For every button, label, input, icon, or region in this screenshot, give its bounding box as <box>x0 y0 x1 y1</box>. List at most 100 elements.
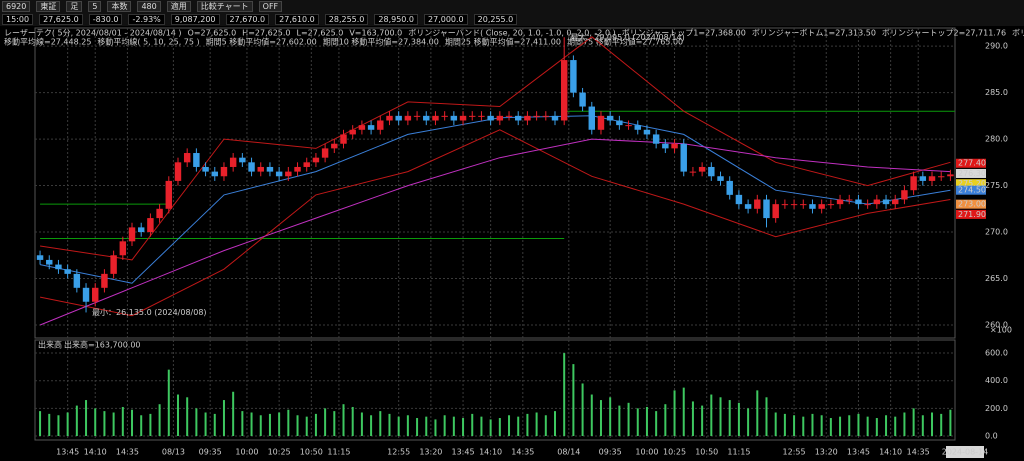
volume-bar <box>885 415 888 436</box>
volume-bar <box>268 413 271 436</box>
candle-body <box>947 174 954 177</box>
candle-body <box>652 134 660 144</box>
volume-bar <box>204 412 207 436</box>
volume-bar <box>691 401 694 436</box>
candle-body <box>625 125 632 127</box>
price-tag <box>956 168 986 178</box>
volume-tick-label: 400.0 <box>985 376 1008 385</box>
candle-body <box>110 255 117 274</box>
x-tick-label: 11:15 <box>727 448 750 457</box>
volume-bar <box>241 411 244 436</box>
volume-bar <box>802 416 805 436</box>
toolbar-item[interactable]: 比較チャート <box>196 1 253 12</box>
x-tick-label: 10:50 <box>300 448 323 457</box>
candle-body <box>937 176 945 178</box>
candle-body <box>386 115 393 121</box>
candle-body <box>156 208 163 219</box>
date-tag-box <box>946 446 984 458</box>
candle-body <box>901 190 908 200</box>
quote-row: 15:00 27,625.0 -830.0 -2.93% 9,087,200 27,670… <box>0 13 1024 26</box>
x-tick-label: 14:35 <box>511 448 534 457</box>
volume-bar <box>940 413 943 436</box>
candle-body <box>606 115 614 121</box>
volume-bar <box>903 412 906 436</box>
price-tag-label: 276.30 <box>958 169 986 178</box>
header-text: レーザーテク( 5分, 2024/08/01 - 2024/08/14 ) <box>4 29 182 38</box>
volume-bar <box>471 413 474 436</box>
candle-body <box>459 115 467 121</box>
candle-body <box>395 115 402 121</box>
volume-bar <box>250 412 253 436</box>
x-tick-label: 10:25 <box>663 448 686 457</box>
y-unit: ×100 <box>990 326 1012 335</box>
toolbar-item[interactable]: 足 <box>66 1 83 12</box>
volume-bar <box>351 406 354 436</box>
x-tick-label: 13:45 <box>452 448 475 457</box>
y-tick-label: 265.0 <box>985 274 1008 283</box>
header-text: 期間10 移動平均値=27,384.00 <box>323 37 439 47</box>
volume-bar <box>636 408 639 436</box>
toolbar-item[interactable]: 6920 <box>2 1 31 12</box>
x-tick-label: 14:10 <box>479 448 502 457</box>
candle-body <box>671 143 678 149</box>
volume-bar <box>544 415 547 436</box>
volume-bar <box>572 364 575 436</box>
candle-body <box>717 176 724 181</box>
candle-body <box>183 153 191 163</box>
toolbar-item[interactable]: 適用 <box>166 1 191 12</box>
annotation: 最小：26,135.0 (2024/08/08) <box>92 308 207 317</box>
candle-body <box>818 204 825 209</box>
volume-bar <box>195 408 198 436</box>
volume-bar <box>489 419 492 436</box>
toolbar-item[interactable]: 5 <box>88 1 102 12</box>
volume-bar <box>324 408 327 436</box>
x-tick-label: 13:20 <box>815 448 838 457</box>
quote-value: 27,625.0 <box>39 14 83 25</box>
volume-bar <box>287 409 290 436</box>
volume-bar <box>554 411 556 436</box>
volume-bar <box>673 390 676 436</box>
candle-body <box>616 120 623 126</box>
volume-bar <box>57 415 60 436</box>
volume-bar <box>39 411 42 436</box>
candle-body <box>763 199 770 219</box>
candle-body <box>312 157 320 163</box>
quote-value: -2.93% <box>128 14 165 25</box>
candle-body <box>496 115 504 121</box>
volume-bar <box>848 415 851 436</box>
toolbar-item[interactable]: 480 <box>137 1 161 12</box>
header-text: ボリンジャートップ2=27,711.76 <box>882 29 1006 38</box>
volume-bar <box>645 406 648 436</box>
volume-bar <box>48 413 51 436</box>
volume-bar <box>765 397 768 436</box>
toolbar-item[interactable]: 本数 <box>107 1 132 12</box>
header-text: H=27,625.0 <box>242 29 290 38</box>
x-tick-label: 09:35 <box>599 448 622 457</box>
volume-bar <box>443 415 446 436</box>
volume-bar <box>737 402 740 436</box>
volume-bar <box>719 397 722 436</box>
candle-body <box>708 166 715 177</box>
toolbar-item[interactable]: OFF <box>258 1 283 12</box>
volume-pane <box>34 339 956 441</box>
volume-bar <box>820 415 823 436</box>
volume-bar <box>526 413 529 436</box>
volume-bar <box>259 415 262 436</box>
volume-tick-label: 200.0 <box>985 404 1008 413</box>
volume-bar <box>397 416 400 436</box>
header-text: 期間75 移動平均値=27,765.00 <box>567 37 683 47</box>
volume-bar <box>314 413 317 436</box>
x-tick-label: 11:15 <box>327 448 350 457</box>
volume-bar <box>167 369 170 436</box>
price-tag-label: 275.20 <box>958 179 986 188</box>
price-pane <box>34 27 956 339</box>
indicator-line <box>39 138 951 326</box>
header-text: 移動平均線( 5, 10, 25, 75 ) <box>97 37 199 47</box>
volume-bar <box>149 413 152 436</box>
toolbar-item[interactable]: 東証 <box>36 1 61 12</box>
candle-body <box>487 115 494 121</box>
header-text: O=27,625.0 <box>188 29 237 38</box>
candle-body <box>800 204 807 206</box>
candle-body <box>413 115 421 117</box>
volume-bar <box>747 408 750 436</box>
